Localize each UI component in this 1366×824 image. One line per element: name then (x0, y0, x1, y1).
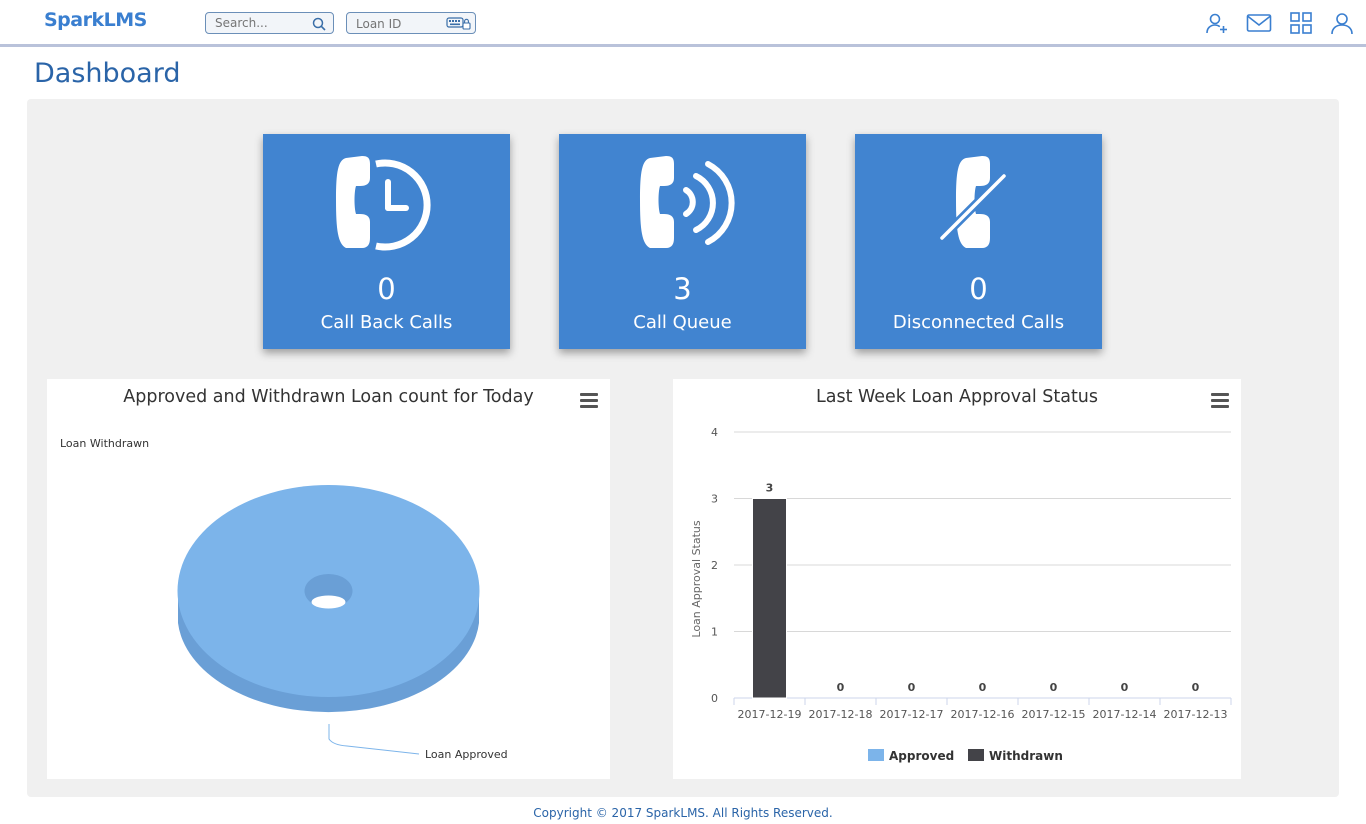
call-queue-count: 3 (673, 272, 692, 306)
pie-hole-inner (311, 595, 346, 609)
data-label: 0 (1192, 681, 1200, 694)
bar-withdrawn[interactable] (752, 498, 787, 699)
pie-connector-approved (328, 724, 420, 755)
y-tick-label: 4 (711, 426, 718, 439)
x-tick-label: 2017-12-16 (951, 708, 1015, 721)
x-tick-label: 2017-12-17 (880, 708, 944, 721)
y-axis-title: Loan Approval Status (690, 520, 703, 637)
pie-label-withdrawn: Loan Withdrawn (60, 437, 149, 450)
bar-chart-title: Last Week Loan Approval Status (815, 387, 1099, 407)
data-label: 0 (837, 681, 845, 694)
user-icon[interactable] (1329, 10, 1355, 36)
search-input[interactable] (206, 13, 306, 33)
bar-chart-menu-icon[interactable] (1211, 393, 1229, 408)
bar-chart-panel: Last Week Loan Approval Status 0 1 2 3 4 Loan… (673, 379, 1241, 779)
pie-label-approved: Loan Approved (425, 748, 508, 761)
x-tick-label: 2017-12-19 (738, 708, 802, 721)
x-tick-label: 2017-12-13 (1164, 708, 1228, 721)
call-back-calls-count: 0 (377, 272, 396, 306)
search-icon[interactable] (312, 16, 326, 35)
x-tick-label: 2017-12-15 (1022, 708, 1086, 721)
call-queue-card[interactable]: 3 Call Queue (559, 134, 806, 349)
data-label: 0 (979, 681, 987, 694)
data-label: 3 (766, 482, 774, 495)
legend-swatch-withdrawn[interactable] (968, 749, 984, 761)
pie-chart: Loan Withdrawn Loan Approved (60, 437, 508, 761)
y-tick-label: 1 (711, 626, 718, 639)
call-back-calls-card[interactable]: 0 Call Back Calls (263, 134, 510, 349)
app-logo[interactable]: SparkLMS (44, 9, 147, 31)
add-user-icon[interactable] (1204, 10, 1230, 36)
pie-chart-panel: Approved and Withdrawn Loan count for To… (47, 379, 610, 779)
x-tick-label: 2017-12-14 (1093, 708, 1157, 721)
x-tick-label: 2017-12-18 (809, 708, 873, 721)
footer-copyright: Copyright © 2017 SparkLMS. All Rights Re… (533, 806, 833, 820)
data-label: 0 (908, 681, 916, 694)
phone-ringing-icon (559, 152, 806, 254)
logo-text: SparkLMS (44, 9, 147, 31)
search-box (205, 12, 334, 34)
y-tick-label: 2 (711, 559, 718, 572)
loan-id-box (346, 12, 476, 34)
loan-id-input[interactable] (347, 14, 447, 34)
top-navbar: SparkLMS (0, 0, 1366, 44)
legend-swatch-approved[interactable] (868, 749, 884, 761)
bar-chart: 0 1 2 3 4 Loan Approval Status 2017-12-19 3 2017… (690, 426, 1232, 763)
legend-label-approved[interactable]: Approved (889, 749, 954, 763)
disconnected-calls-count: 0 (969, 272, 988, 306)
y-tick-label: 3 (711, 493, 718, 506)
disconnected-calls-label: Disconnected Calls (892, 312, 1065, 333)
navbar-divider (0, 44, 1366, 47)
keyboard-lock-icon[interactable] (446, 15, 472, 35)
data-label: 0 (1121, 681, 1129, 694)
apps-grid-icon[interactable] (1288, 10, 1314, 36)
disconnected-calls-card[interactable]: 0 Disconnected Calls (855, 134, 1102, 349)
call-queue-label: Call Queue (633, 312, 732, 333)
mail-icon[interactable] (1246, 10, 1272, 36)
pie-chart-menu-icon[interactable] (580, 393, 598, 408)
call-back-calls-label: Call Back Calls (320, 312, 453, 333)
phone-clock-icon (263, 152, 510, 254)
legend-label-withdrawn[interactable]: Withdrawn (989, 749, 1063, 763)
phone-disconnected-icon (855, 152, 1102, 254)
page-title: Dashboard (34, 58, 181, 89)
y-tick-label: 0 (711, 692, 718, 705)
pie-chart-title: Approved and Withdrawn Loan count for To… (123, 387, 534, 407)
data-label: 0 (1050, 681, 1058, 694)
